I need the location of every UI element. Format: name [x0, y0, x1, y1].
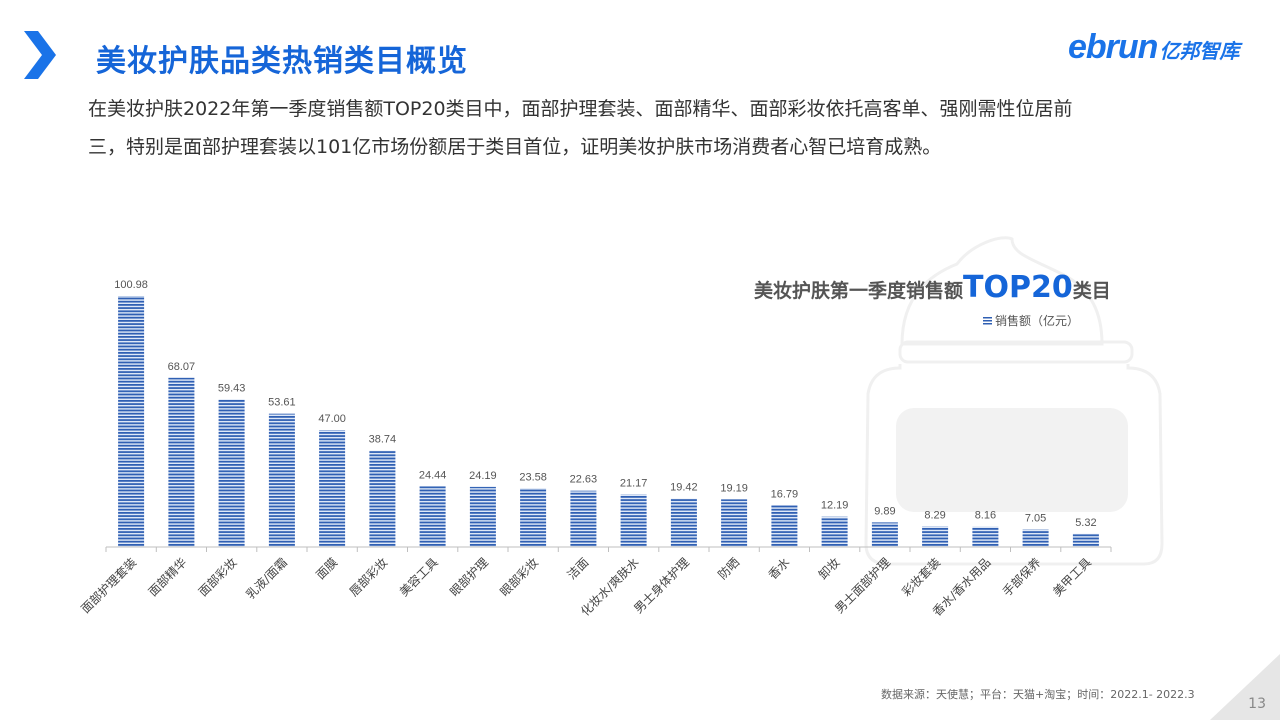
x-tick-label-4: 乳液/面霜 — [243, 555, 290, 602]
x-tick-label-1: 面部护理套装 — [78, 555, 140, 617]
bar-1 — [118, 296, 145, 547]
data-label-1: 100.98 — [114, 279, 148, 291]
page-title: 美妆护肤品类热销类目概览 — [96, 44, 468, 79]
x-tick-label-19: 手部保养 — [999, 555, 1044, 600]
summary-line-1: 在美妆护肤2022年第一季度销售额TOP20类目中，面部护理套装、面部精华、面部… — [88, 98, 1073, 120]
data-label-2: 68.07 — [168, 361, 196, 373]
bar-5 — [319, 430, 346, 547]
bar-20 — [1072, 533, 1099, 547]
cosmetic-jar-illustration — [864, 236, 1164, 566]
data-label-4: 53.61 — [268, 397, 296, 409]
x-tick-label-6: 唇部彩妆 — [346, 555, 391, 600]
x-tick-label-5: 面膜 — [313, 555, 340, 582]
x-tick-label-7: 美容工具 — [396, 555, 441, 600]
chevron-right-icon — [24, 31, 56, 79]
x-tick-label-15: 卸妆 — [815, 555, 843, 583]
x-tick-label-13: 防晒 — [715, 555, 743, 583]
summary-line-2: 三，特别是面部护理套装以101亿市场份额居于类目首位，证明美妆护肤市场消费者心智… — [88, 136, 942, 158]
data-label-14: 16.79 — [771, 488, 799, 500]
data-label-18: 8.16 — [975, 510, 996, 522]
data-label-17: 8.29 — [924, 509, 945, 521]
logo-latin-text: ebrun — [1068, 28, 1158, 66]
x-tick-label-3: 面部彩妆 — [195, 555, 240, 600]
bar-17 — [922, 526, 949, 547]
data-label-5: 47.00 — [318, 413, 346, 425]
data-label-19: 7.05 — [1025, 513, 1046, 525]
bar-3 — [218, 399, 245, 547]
x-tick-label-14: 香水 — [766, 555, 793, 582]
data-label-12: 19.42 — [670, 482, 698, 494]
x-tick-label-17: 彩妆套装 — [899, 555, 943, 599]
corner-decoration — [1210, 654, 1280, 720]
x-tick-label-2: 面部精华 — [145, 555, 190, 600]
legend-label: 销售额（亿元） — [995, 314, 1080, 328]
bar-15 — [821, 516, 848, 547]
chart-title-suffix: 类目 — [1072, 280, 1111, 302]
bar-12 — [670, 498, 697, 547]
data-label-20: 5.32 — [1075, 517, 1096, 529]
bar-9 — [520, 488, 547, 547]
bar-8 — [469, 486, 496, 547]
bar-19 — [1022, 529, 1049, 547]
bar-18 — [972, 526, 999, 547]
data-label-6: 38.74 — [369, 434, 397, 446]
bar-7 — [419, 486, 446, 547]
ebrun-logo: ebrun 亿邦智库 — [1068, 28, 1239, 68]
chart-legend: 销售额（亿元） — [983, 312, 1079, 329]
bar-4 — [268, 413, 295, 547]
bar-10 — [570, 490, 597, 547]
chart-title-highlight: TOP20 — [963, 270, 1073, 305]
chart-title-prefix: 美妆护肤第一季度销售额 — [754, 280, 964, 302]
bar-2 — [168, 377, 195, 547]
page-number: 13 — [1248, 696, 1266, 712]
bar-16 — [871, 522, 898, 547]
logo-cn-text: 亿邦智库 — [1159, 39, 1240, 63]
data-label-7: 24.44 — [419, 469, 447, 481]
data-label-9: 23.58 — [519, 471, 547, 483]
data-label-8: 24.19 — [469, 470, 497, 482]
data-label-13: 19.19 — [720, 482, 748, 494]
data-label-16: 9.89 — [874, 505, 895, 517]
data-label-11: 21.17 — [620, 477, 648, 489]
data-label-15: 12.19 — [821, 500, 849, 512]
x-tick-label-20: 美甲工具 — [1050, 555, 1094, 599]
summary-paragraph: 在美妆护肤2022年第一季度销售额TOP20类目中，面部护理套装、面部精华、面部… — [88, 90, 1198, 166]
bar-13 — [721, 499, 748, 547]
bar-6 — [369, 450, 396, 547]
data-source-note: 数据来源：天使慧；平台：天猫+淘宝；时间：2022.1- 2022.3 — [881, 688, 1195, 701]
legend-swatch — [983, 316, 992, 325]
x-tick-label-8: 眼部护理 — [446, 555, 491, 600]
data-label-10: 22.63 — [570, 474, 598, 486]
chart-title: 美妆护肤第一季度销售额TOP20类目 — [754, 270, 1111, 305]
x-tick-label-9: 眼部彩妆 — [497, 555, 542, 600]
data-label-3: 59.43 — [218, 382, 246, 394]
bar-11 — [620, 494, 647, 547]
bar-14 — [771, 505, 798, 547]
x-tick-label-10: 洁面 — [565, 555, 592, 582]
